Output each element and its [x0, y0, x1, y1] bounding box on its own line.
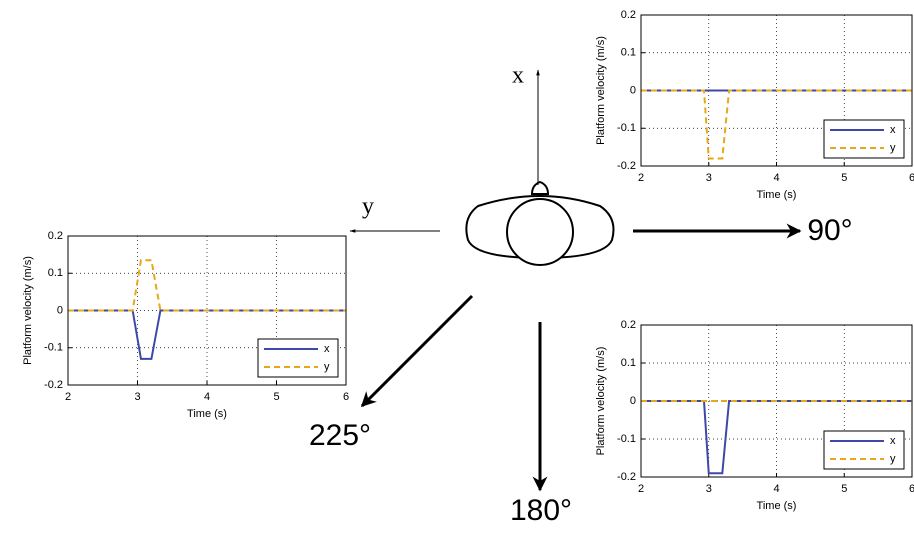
legend-box [823, 430, 905, 470]
direction-label: 90° [807, 214, 852, 247]
chart: 2 3 4 5 6 -0.2 -0.1 0 0.1 0.2 Time (s) Platform vel… [595, 9, 914, 201]
y-tick-label: 0 [630, 84, 636, 96]
subject-top-view [465, 180, 615, 266]
x-tick-label: 6 [909, 483, 914, 495]
x-tick-label: 2 [65, 391, 71, 403]
legend-label: x [890, 435, 896, 447]
axis-label: x [512, 63, 524, 89]
y-tick-label: -0.2 [617, 160, 636, 172]
y-tick-label: 0.1 [48, 267, 63, 279]
axes-frame [67, 235, 347, 386]
legend-label: x [324, 343, 330, 355]
x-tick-label: 6 [909, 172, 914, 184]
legend-box [823, 119, 905, 159]
y-tick-label: -0.2 [44, 379, 63, 391]
y-axis-label: Platform velocity (m/s) [22, 256, 34, 365]
legend-label: x [890, 124, 896, 136]
x-axis-label: Time (s) [187, 408, 227, 420]
x-tick-label: 5 [841, 172, 847, 184]
direction-arrow [360, 294, 474, 408]
axes-frame [640, 324, 913, 478]
x-tick-label: 5 [273, 391, 279, 403]
legend-label: y [890, 142, 896, 154]
x-tick-label: 3 [134, 391, 140, 403]
series-line [641, 89, 912, 160]
x-tick-label: 2 [638, 483, 644, 495]
y-tick-label: -0.1 [617, 433, 636, 445]
legend-label: y [890, 453, 896, 465]
axes-frame [640, 14, 913, 167]
x-tick-label: 5 [841, 483, 847, 495]
y-axis-label: Platform velocity (m/s) [595, 347, 607, 456]
x-tick-label: 4 [773, 483, 779, 495]
y-tick-label: -0.2 [617, 471, 636, 483]
y-tick-label: -0.1 [44, 342, 63, 354]
x-tick-label: 3 [706, 483, 712, 495]
series-line [68, 259, 346, 312]
x-tick-label: 2 [638, 172, 644, 184]
y-tick-label: 0.1 [621, 47, 636, 59]
y-tick-label: -0.1 [617, 122, 636, 134]
chart: 2 3 4 5 6 -0.2 -0.1 0 0.1 0.2 Time (s) Platform vel… [22, 230, 349, 420]
y-axis-label: Platform velocity (m/s) [595, 36, 607, 145]
direction-label: 180° [510, 494, 572, 527]
x-axis-label: Time (s) [757, 500, 797, 512]
x-tick-label: 4 [204, 391, 210, 403]
y-tick-label: 0.2 [621, 319, 636, 331]
x-tick-label: 6 [343, 391, 349, 403]
x-tick-label: 4 [773, 172, 779, 184]
legend-box [257, 338, 339, 378]
chart: 2 3 4 5 6 -0.2 -0.1 0 0.1 0.2 Time (s) Platform vel… [595, 319, 914, 512]
direction-label: 225° [309, 419, 371, 452]
x-axis-label: Time (s) [757, 189, 797, 201]
axis-label: y [362, 194, 374, 220]
y-tick-label: 0.1 [621, 357, 636, 369]
legend-label: y [324, 361, 330, 373]
x-tick-label: 3 [706, 172, 712, 184]
y-tick-label: 0.2 [48, 230, 63, 242]
y-tick-label: 0 [630, 395, 636, 407]
y-tick-label: 0 [57, 304, 63, 316]
y-tick-label: 0.2 [621, 9, 636, 21]
